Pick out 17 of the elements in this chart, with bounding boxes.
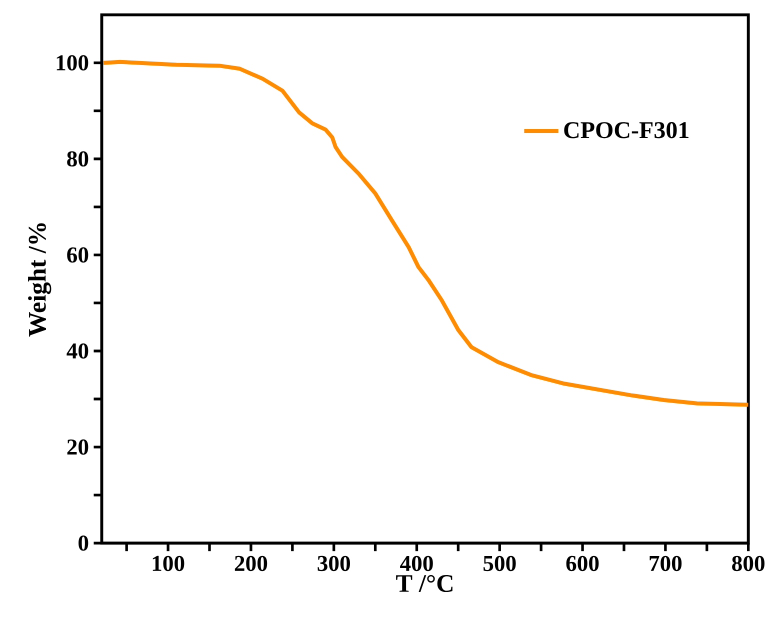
x-axis-title: T /°C bbox=[396, 574, 452, 592]
x-tick-label: 700 bbox=[650, 556, 682, 572]
x-tick-label: 500 bbox=[484, 556, 516, 572]
y-tick-label: 0 bbox=[78, 535, 88, 551]
y-axis-title: Weight /% bbox=[28, 223, 52, 337]
legend-label: CPOC-F301 bbox=[564, 122, 688, 138]
y-tick-label: 40 bbox=[66, 343, 88, 359]
x-tick-label: 600 bbox=[566, 556, 599, 572]
x-tick-label: 300 bbox=[318, 556, 350, 572]
y-tick-label: 100 bbox=[56, 55, 88, 70]
y-tick-label: 80 bbox=[67, 151, 88, 167]
x-tick-label: 800 bbox=[732, 556, 764, 572]
x-tick-label: 200 bbox=[234, 556, 268, 572]
y-tick-label: 20 bbox=[67, 439, 88, 455]
x-tick-label: 100 bbox=[152, 556, 184, 572]
x-tick-label: 400 bbox=[400, 556, 433, 572]
y-tick-label: 60 bbox=[67, 247, 88, 263]
